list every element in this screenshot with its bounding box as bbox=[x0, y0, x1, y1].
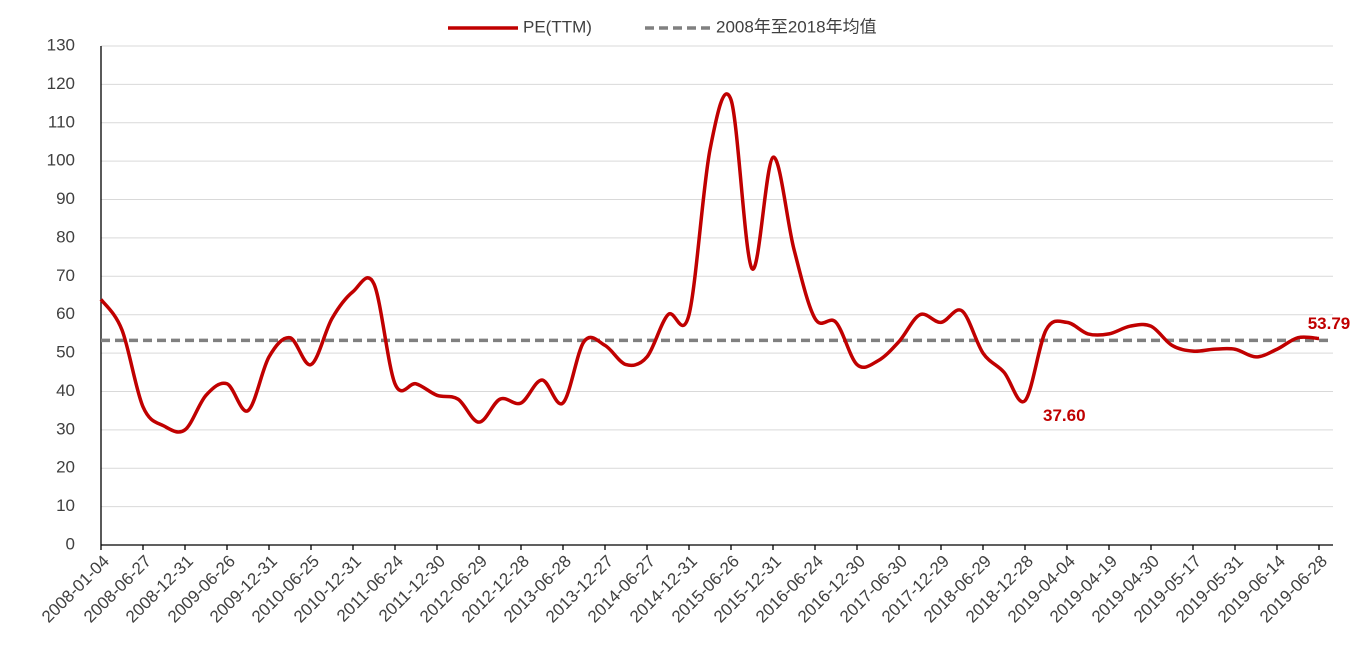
y-tick-label: 40 bbox=[56, 381, 75, 400]
y-tick-label: 120 bbox=[47, 74, 75, 93]
series-line bbox=[99, 92, 1320, 434]
y-tick-label: 110 bbox=[48, 112, 75, 131]
y-tick-label: 130 bbox=[47, 35, 75, 54]
y-tick-label: 60 bbox=[56, 304, 75, 323]
legend-label: 2008年至2018年均值 bbox=[716, 17, 877, 36]
y-tick-label: 20 bbox=[56, 458, 75, 477]
y-tick-label: 100 bbox=[47, 151, 75, 170]
legend-label: PE(TTM) bbox=[523, 17, 592, 36]
y-tick-label: 50 bbox=[56, 343, 75, 362]
y-tick-label: 80 bbox=[56, 227, 75, 246]
data-label: 53.79 bbox=[1308, 314, 1351, 333]
y-tick-label: 0 bbox=[66, 534, 75, 553]
y-tick-label: 30 bbox=[56, 419, 75, 438]
y-tick-label: 10 bbox=[56, 496, 75, 515]
y-tick-label: 90 bbox=[56, 189, 75, 208]
data-label: 37.60 bbox=[1043, 406, 1086, 425]
y-tick-label: 70 bbox=[56, 266, 75, 285]
